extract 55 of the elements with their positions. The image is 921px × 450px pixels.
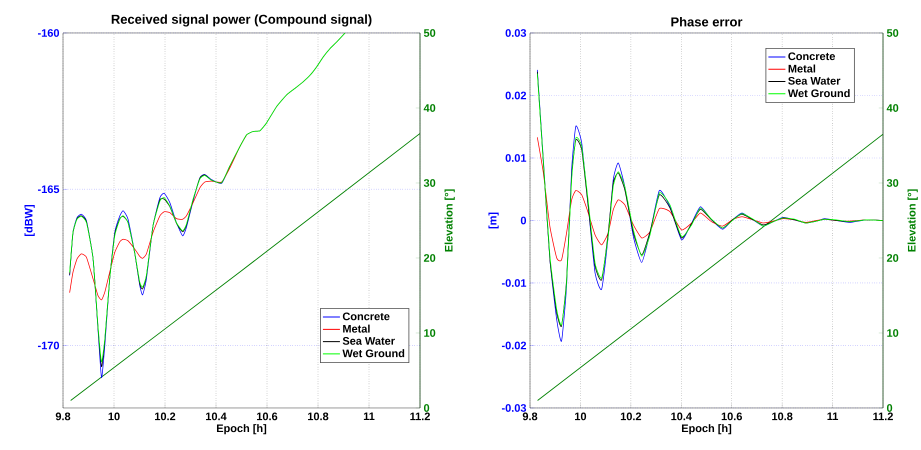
x-axis-title: Epoch [h] (216, 424, 266, 434)
y-tick-label: 0.03 (506, 29, 526, 37)
x-tick-label: 10 (575, 412, 586, 420)
x-tick-label: 9.8 (522, 412, 538, 420)
x-tick-label: 11.2 (410, 412, 430, 420)
x-tick-label: 9.8 (56, 412, 70, 420)
legend-label: Wet Ground (342, 349, 404, 358)
y-tick-label: -170 (38, 342, 60, 350)
y2-tick-label: 30 (424, 179, 436, 187)
x-tick-label: 10.4 (671, 412, 692, 420)
x-tick-label: 11 (827, 412, 838, 420)
x-tick-label: 10.4 (206, 412, 227, 420)
legend-label: Concrete (342, 312, 390, 320)
chart-title: Received signal power (Compound signal) (112, 14, 372, 26)
x-tick-label: 10 (108, 412, 120, 420)
x-tick-label: 10.8 (308, 412, 328, 420)
y-tick-label: 0.01 (506, 154, 526, 162)
y2-tick-label: 10 (424, 329, 436, 337)
legend-label: Sea Water (342, 337, 395, 345)
x-tick-label: 10.6 (257, 412, 278, 420)
y-tick-label: -0.03 (502, 404, 526, 412)
y2-axis-title: Elevation [°] (908, 189, 918, 252)
x-axis-title: Epoch [h] (682, 424, 732, 434)
y2-tick-label: 30 (886, 179, 898, 187)
y2-tick-label: 10 (887, 329, 898, 337)
chart-title: Phase error (671, 16, 742, 26)
x-tick-label: 10.8 (772, 412, 792, 420)
y2-tick-label: 0 (424, 404, 430, 412)
x-tick-label: 10.2 (155, 412, 176, 420)
y2-tick-label: 50 (886, 29, 898, 37)
y2-tick-label: 20 (886, 254, 898, 262)
y-tick-label: -0.02 (502, 342, 526, 350)
y2-tick-label: 50 (424, 29, 436, 37)
legend-label: Metal (788, 64, 816, 73)
legend-label: Sea Water (788, 76, 840, 85)
y-tick-label: -160 (38, 29, 60, 37)
line-series (536, 136, 884, 261)
x-tick-label: 11.2 (873, 412, 893, 420)
x-tick-label: 10.6 (722, 412, 742, 420)
x-tick-label: 11 (364, 412, 374, 420)
y-tick-label: -0.01 (502, 279, 526, 287)
y-axis-title: [dBW] (24, 204, 35, 236)
x-tick-label: 10.2 (620, 412, 642, 420)
y2-tick-label: 40 (886, 104, 898, 112)
legend-label: Concrete (788, 52, 836, 60)
legend-label: Metal (343, 324, 370, 333)
legend-label: Wet Ground (788, 89, 850, 98)
y-tick-label: -165 (38, 185, 60, 194)
y-tick-label: 0 (520, 216, 526, 224)
y-axis-title: [m] (488, 212, 499, 228)
y2-axis-title: Elevation [°] (444, 189, 455, 252)
y2-tick-label: 0 (886, 404, 892, 412)
y-tick-label: 0.02 (506, 92, 526, 100)
y2-tick-label: 20 (424, 254, 436, 262)
y2-tick-label: 40 (424, 104, 436, 112)
